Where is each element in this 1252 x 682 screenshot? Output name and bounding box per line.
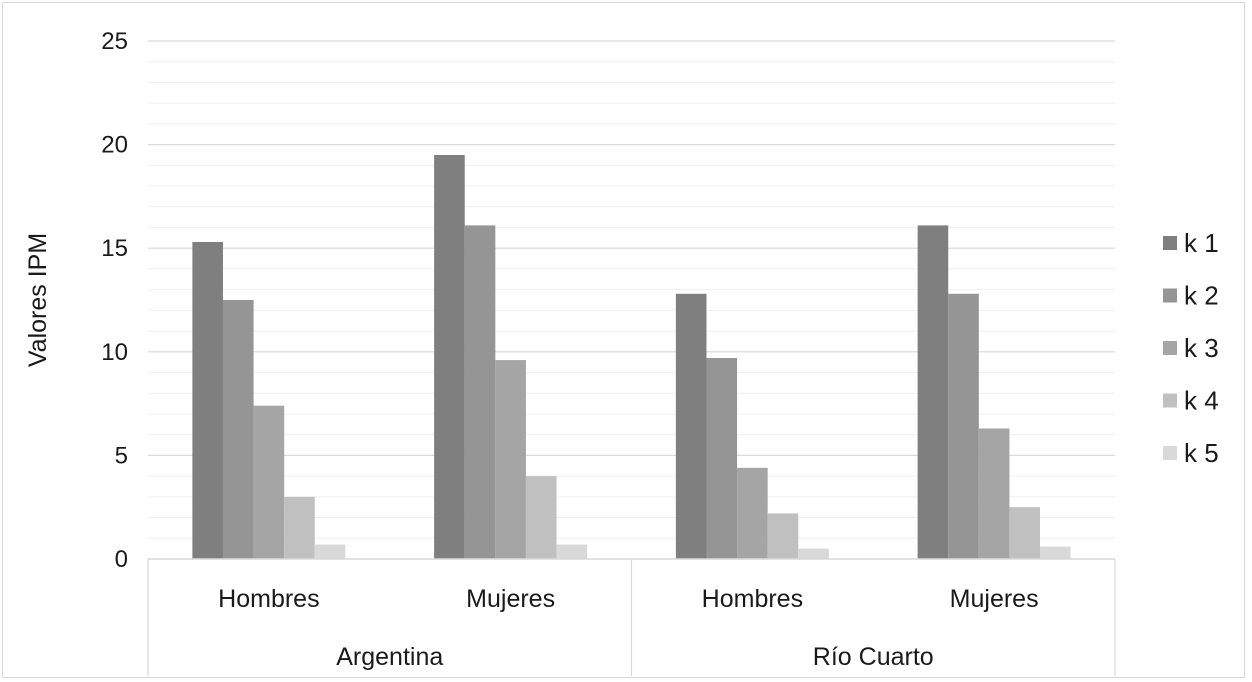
bar-k5 bbox=[1040, 546, 1071, 559]
x-group-label: Río Cuarto bbox=[813, 643, 934, 671]
bar-k3 bbox=[495, 360, 526, 559]
y-tick-label: 10 bbox=[101, 339, 128, 366]
bar-k2 bbox=[706, 358, 738, 559]
bar-k1 bbox=[675, 293, 707, 559]
legend-label: k 5 bbox=[1184, 438, 1219, 468]
legend-label: k 4 bbox=[1184, 386, 1219, 416]
y-tick-label: 15 bbox=[101, 235, 128, 262]
bar-k4 bbox=[1009, 507, 1041, 559]
x-group-label: Argentina bbox=[336, 643, 443, 671]
bar-k4 bbox=[284, 496, 315, 559]
legend-swatch bbox=[1163, 341, 1177, 355]
legend-swatch bbox=[1163, 288, 1177, 303]
legend-label: k 1 bbox=[1184, 228, 1219, 258]
bar-k4 bbox=[525, 476, 557, 559]
x-category-label: Hombres bbox=[702, 585, 803, 613]
y-tick-label: 20 bbox=[101, 132, 128, 159]
bar-k3 bbox=[737, 467, 768, 559]
y-tick-label: 5 bbox=[115, 442, 128, 469]
bar-k5 bbox=[314, 544, 346, 559]
x-category-label: Mujeres bbox=[950, 585, 1039, 613]
bar-k1 bbox=[917, 225, 949, 559]
y-tick-label: 0 bbox=[115, 546, 128, 573]
bar-k5 bbox=[556, 544, 588, 559]
legend-label: k 3 bbox=[1184, 333, 1219, 363]
legend-swatch bbox=[1163, 446, 1177, 460]
bar-k5 bbox=[798, 548, 829, 559]
legend-swatch bbox=[1163, 236, 1177, 250]
bar-k3 bbox=[978, 428, 1010, 559]
y-axis-label: Valores IPM bbox=[24, 233, 52, 367]
bar-k1 bbox=[192, 241, 223, 559]
y-tick-label: 25 bbox=[101, 28, 128, 55]
bar-k2 bbox=[464, 225, 496, 559]
bar-k1 bbox=[434, 154, 465, 559]
bar-k2 bbox=[222, 300, 254, 559]
legend-label: k 2 bbox=[1184, 281, 1219, 311]
x-category-label: Mujeres bbox=[466, 585, 555, 613]
bar-k4 bbox=[767, 513, 799, 559]
legend-swatch bbox=[1163, 393, 1177, 408]
bar-k3 bbox=[253, 405, 285, 559]
x-category-label: Hombres bbox=[218, 585, 319, 613]
bar-k2 bbox=[948, 293, 979, 559]
